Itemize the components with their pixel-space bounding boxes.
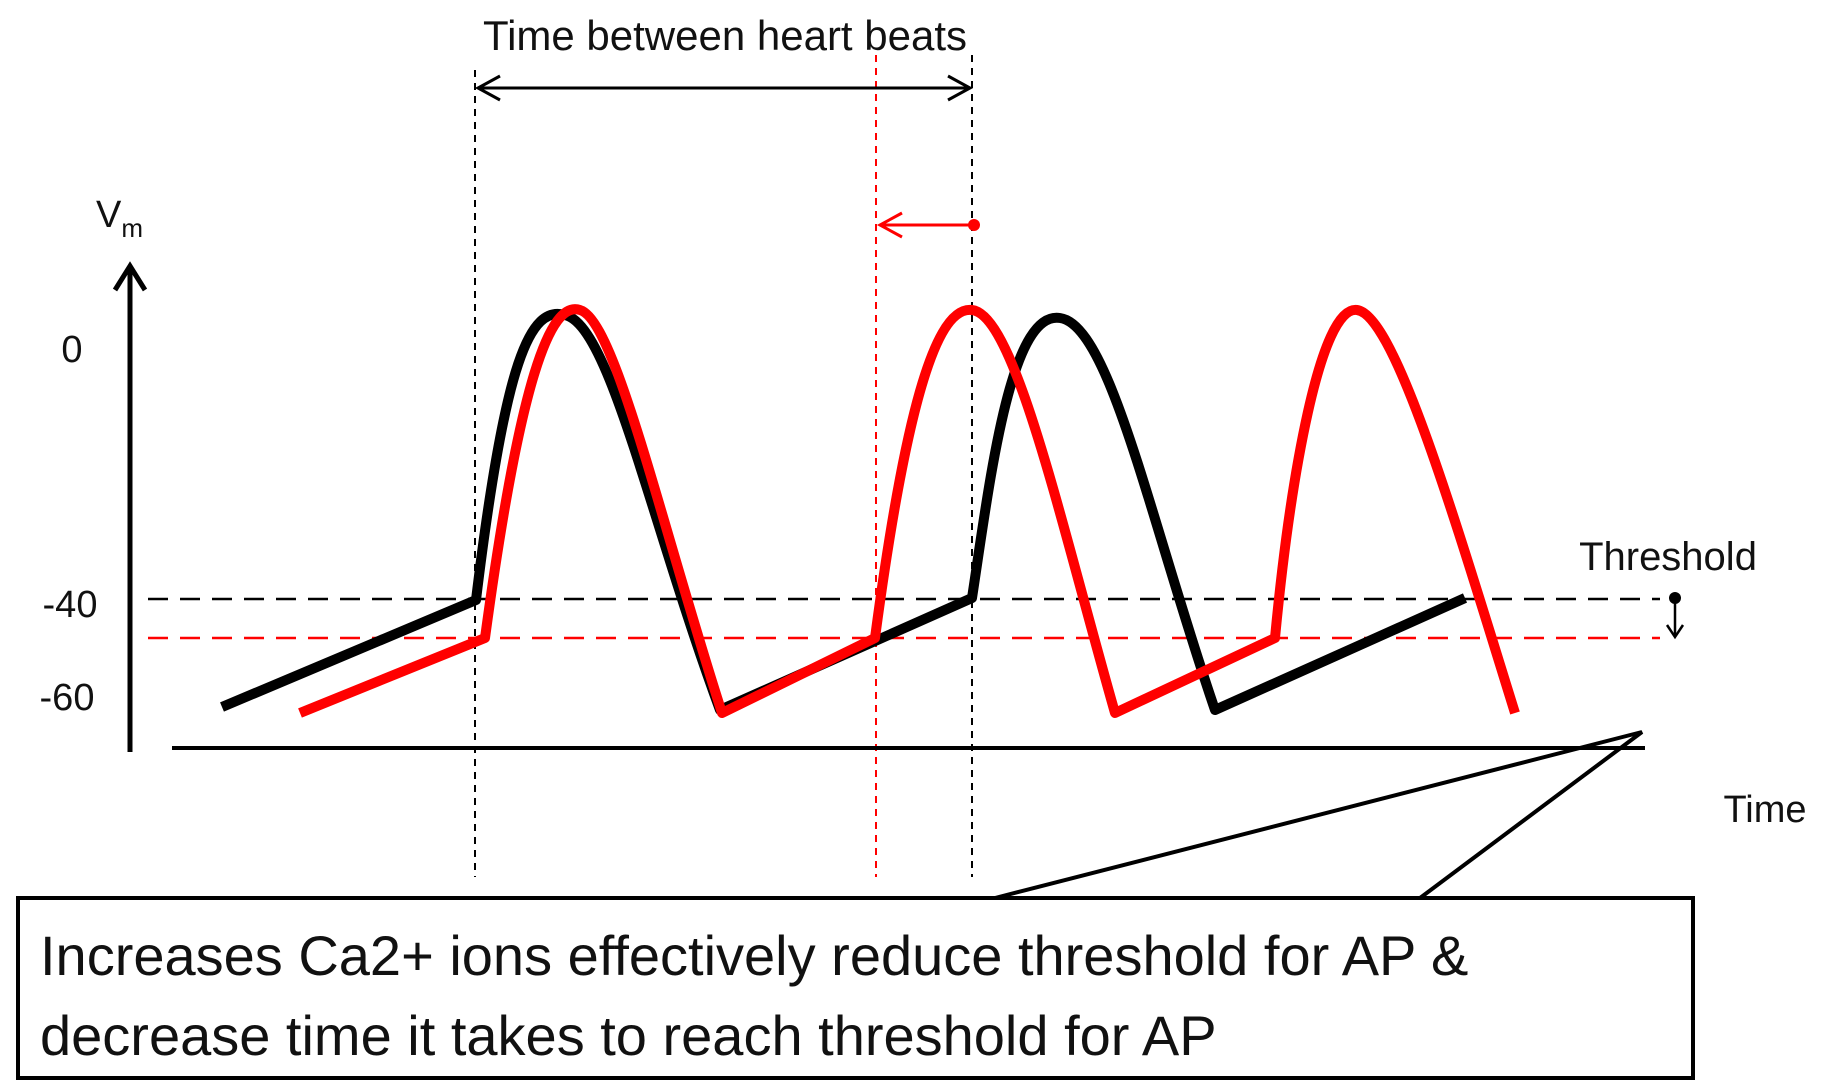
callout-line-2: decrease time it takes to reach threshol…: [40, 1004, 1217, 1067]
callout-pointer: [994, 730, 1644, 900]
y-axis: [112, 261, 148, 752]
callout-line-1: Increases Ca2+ ions effectively reduce t…: [40, 924, 1469, 987]
callout-text: Increases Ca2+ ions effectively reduce t…: [18, 898, 1693, 1078]
callout-frame: [16, 896, 1695, 1080]
threshold-label: Threshold: [1579, 535, 1757, 579]
title: Time between heart beats: [483, 12, 967, 59]
shift-arrow-red: [876, 211, 980, 239]
threshold-down-arrow: [1665, 592, 1685, 640]
y-tick-minus-60: -60: [40, 677, 95, 719]
y-axis-label: Vm: [96, 194, 143, 243]
interval-double-arrow: [474, 74, 974, 102]
increased-calcium-action-potential-trace: [298, 304, 1520, 718]
y-tick-minus-40: -40: [43, 584, 98, 626]
y-tick-0: 0: [61, 329, 82, 371]
x-axis-label: Time: [1723, 789, 1806, 831]
